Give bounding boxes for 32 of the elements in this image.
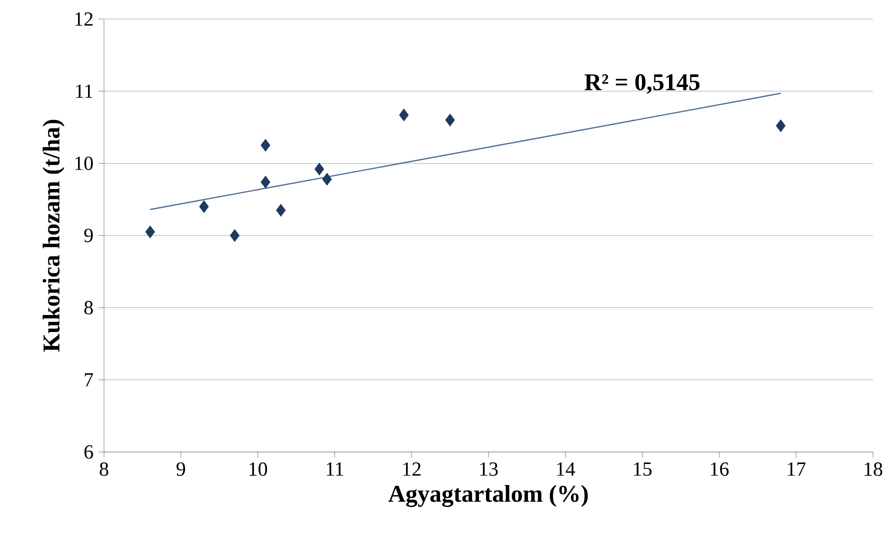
x-tick-label: 13 <box>480 462 498 476</box>
y-axis-title: Kukorica hozam (t/ha) <box>42 120 64 352</box>
point <box>145 226 155 238</box>
x-tick-label: 14 <box>557 462 576 476</box>
x-tick-label: 15 <box>634 462 652 476</box>
y-tick-label: 10 <box>75 156 93 170</box>
point <box>322 172 332 186</box>
point <box>445 114 455 126</box>
x-tick-label: 8 <box>100 462 108 476</box>
point <box>776 120 786 132</box>
point <box>260 176 270 188</box>
x-axis-title: Agyagtartalom (%) <box>388 485 588 507</box>
point <box>276 204 286 217</box>
x-tick-label: 16 <box>710 462 729 476</box>
x-tick-label: 9 <box>176 462 186 476</box>
y-tick-label: 12 <box>75 12 92 26</box>
x-tick-label: 18 <box>864 462 882 476</box>
annotation: R² = 0,5145 <box>584 74 700 94</box>
x-tick-label: 12 <box>403 462 420 476</box>
y-tick-label: 8 <box>84 300 93 314</box>
point <box>199 200 209 213</box>
x-tick-label: 17 <box>788 462 806 476</box>
y-tick-label: 9 <box>84 228 93 242</box>
point <box>260 139 270 152</box>
point <box>314 162 324 176</box>
x-tick-label: 10 <box>250 462 268 476</box>
x-tick-label: 11 <box>326 462 344 476</box>
point <box>399 108 409 122</box>
point <box>230 229 240 242</box>
y-tick-label: 7 <box>84 373 94 386</box>
y-tick-label: 6 <box>84 445 94 459</box>
y-tick-label: 11 <box>76 84 92 98</box>
